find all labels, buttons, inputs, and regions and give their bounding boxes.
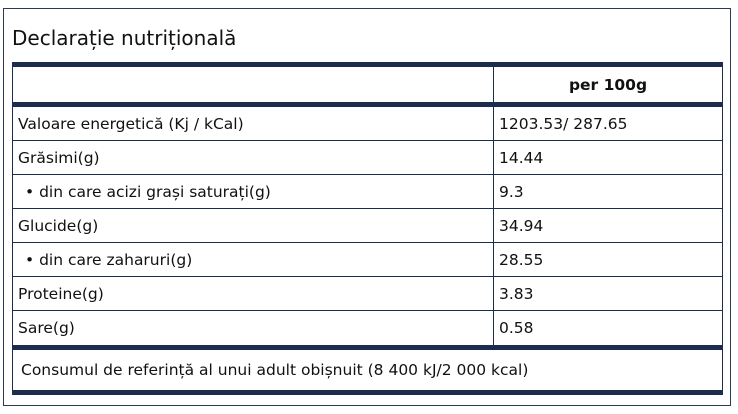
nutrient-label: Proteine(g) [13,277,494,310]
nutrient-value: 34.94 [499,216,544,235]
footer-row: Consumul de referință al unui adult obiș… [12,350,723,390]
divider [12,390,723,395]
nutrition-table: per 100g Valoare energetică (Kj / kCal) 1… [12,62,723,395]
table-row: • din care acizi grași saturați(g) 9.3 [12,175,723,209]
nutrient-value: 28.55 [499,250,544,269]
nutrient-label: • din care acizi grași saturați(g) [13,175,494,208]
divider [12,345,723,350]
nutrient-value: 14.44 [499,148,544,167]
table-row: Valoare energetică (Kj / kCal) 1203.53/ 2… [12,107,723,141]
divider [12,62,723,67]
title: Declarație nutrițională [12,26,237,50]
header-row: per 100g [12,67,723,102]
table-row: Glucide(g) 34.94 [12,209,723,243]
table-row: Sare(g) 0.58 [12,311,723,345]
divider [12,102,723,107]
table-row: Grăsimi(g) 14.44 [12,141,723,175]
nutrient-label: Grăsimi(g) [13,141,494,174]
table-row: • din care zaharuri(g) 28.55 [12,243,723,277]
nutrient-value: 0.58 [499,319,534,337]
header-cell [13,67,494,102]
nutrient-label: Glucide(g) [13,209,494,242]
nutrient-label: • din care zaharuri(g) [13,243,494,276]
nutrient-value: 3.83 [499,284,534,303]
frame [3,8,731,406]
nutrient-label: Valoare energetică (Kj / kCal) [13,107,494,140]
nutrient-value: 1203.53/ 287.65 [499,114,628,133]
column-header: per 100g [568,75,648,94]
nutrient-value: 9.3 [499,182,524,201]
table-row: Proteine(g) 3.83 [12,277,723,311]
nutrient-label: Sare(g) [13,311,494,345]
table-body: Valoare energetică (Kj / kCal) 1203.53/ 2… [12,107,723,345]
footer-text: Consumul de referință al unui adult obiș… [21,361,529,379]
